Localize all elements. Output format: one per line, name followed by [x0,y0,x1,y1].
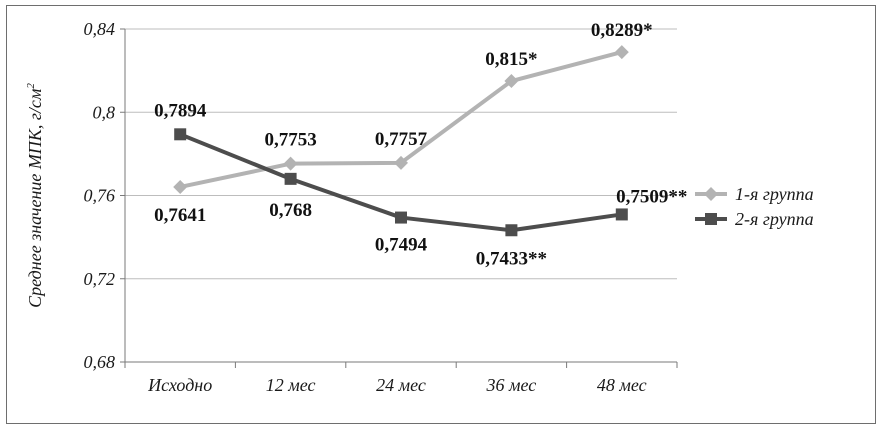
y-axis-title: Среднее значение МПК, г/см2 [25,83,45,308]
series-2-point [615,208,628,221]
series-1-point [614,45,629,60]
legend-label: 2-я группа [735,209,814,229]
series-2-point [284,172,297,185]
x-tick-label: 12 мес [266,375,316,395]
data-label: 0,8289* [591,20,653,41]
y-tick-label: 0,72 [84,269,116,289]
data-label: 0,7641 [154,205,206,226]
legend-label: 1-я группа [735,184,814,204]
legend: 1-я группа 2-я группа [695,184,814,229]
data-label: 0,7494 [375,235,428,256]
data-label: 0,7757 [375,129,428,150]
series-1-point [173,179,188,194]
y-tick-label: 0,84 [84,19,116,39]
gridlines [125,28,677,280]
series-lines [173,45,629,237]
data-label: 0,7753 [264,130,316,151]
axes [120,28,678,368]
series-2-point [395,211,407,224]
y-tick-label: 0,76 [84,186,116,206]
data-label: 0,7433** [476,248,547,269]
series-1-point [283,156,298,171]
data-label: 0,815* [485,49,537,70]
series-1-point [504,74,519,89]
data-labels: 0,7641 0,7753 0,7757 0,815* 0,8289* 0,7894 0,7… [154,20,687,269]
data-label: 0,768 [269,200,312,221]
series-2-point [505,224,518,237]
x-tick-label: Исходно [147,375,212,395]
y-axis-label: Среднее значение МПК, г/см2 [25,83,45,308]
chart-frame: 0,68 0,72 0,76 0,8 0,84 Исходно 12 мес 24 мес 3… [6,5,876,424]
x-tick-labels: Исходно 12 мес 24 мес 36 мес 48 мес [147,375,647,395]
data-label: 0,7894 [154,100,207,121]
series-2-point [174,128,187,141]
x-tick-label: 24 мес [376,375,426,395]
x-tick-label: 48 мес [597,375,647,395]
x-tick-label: 36 мес [486,375,537,395]
y-tick-label: 0,68 [84,352,116,372]
legend-marker [705,213,717,225]
y-tick-label: 0,8 [93,102,116,122]
y-tick-labels: 0,68 0,72 0,76 0,8 0,84 [84,19,116,372]
line-chart: 0,68 0,72 0,76 0,8 0,84 Исходно 12 мес 24 мес 3… [25,19,814,395]
data-label: 0,7509** [616,186,687,207]
series-1-point [394,155,408,170]
legend-marker [704,187,718,201]
